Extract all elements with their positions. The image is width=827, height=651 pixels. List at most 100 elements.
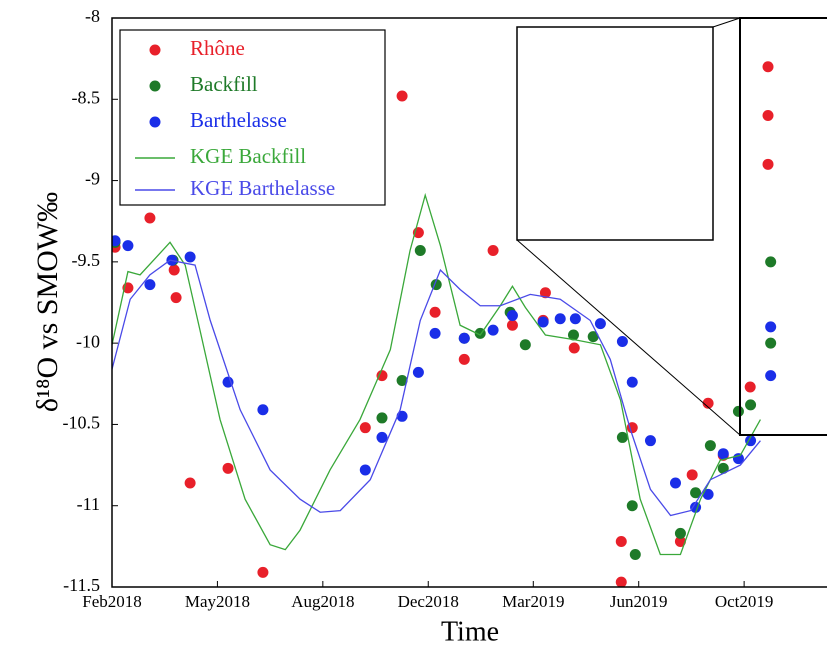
zoom-connector bbox=[516, 239, 741, 436]
point bbox=[429, 306, 441, 318]
point bbox=[429, 327, 441, 339]
point bbox=[626, 376, 638, 388]
point bbox=[745, 435, 757, 447]
point bbox=[376, 370, 388, 382]
y-tick-label: -10.5 bbox=[63, 413, 101, 433]
point bbox=[487, 244, 499, 256]
y-tick-label: -9 bbox=[85, 169, 100, 189]
x-tick-label: Mar2019 bbox=[502, 592, 564, 611]
point bbox=[744, 381, 756, 393]
point bbox=[257, 566, 269, 578]
point bbox=[506, 319, 518, 331]
point bbox=[122, 240, 134, 252]
y-tick-label: -9.5 bbox=[72, 250, 101, 270]
point bbox=[745, 399, 757, 411]
point bbox=[616, 431, 628, 443]
y-tick-label: -11.5 bbox=[63, 575, 100, 595]
y-tick-label: -10 bbox=[76, 331, 100, 351]
point bbox=[765, 337, 777, 349]
legend-marker bbox=[149, 80, 161, 92]
point bbox=[184, 477, 196, 489]
point bbox=[704, 440, 716, 452]
point bbox=[458, 332, 470, 344]
point bbox=[458, 353, 470, 365]
legend-label: Rhône bbox=[190, 36, 245, 60]
x-tick-label: Jun2019 bbox=[610, 592, 668, 611]
point bbox=[629, 548, 641, 560]
point bbox=[144, 212, 156, 224]
point bbox=[594, 318, 606, 330]
x-axis-label: Time bbox=[441, 616, 499, 647]
point bbox=[568, 342, 580, 354]
point bbox=[396, 410, 408, 422]
legend-box bbox=[119, 29, 386, 206]
point bbox=[537, 316, 549, 328]
point bbox=[414, 244, 426, 256]
line bbox=[112, 192, 761, 556]
point bbox=[765, 370, 777, 382]
legend-label: Backfill bbox=[190, 72, 258, 96]
point bbox=[554, 313, 566, 325]
point bbox=[686, 469, 698, 481]
point bbox=[765, 256, 777, 268]
point bbox=[626, 500, 638, 512]
point bbox=[690, 487, 702, 499]
point bbox=[376, 412, 388, 424]
point bbox=[732, 405, 744, 417]
point bbox=[170, 292, 182, 304]
legend-label: KGE Backfill bbox=[190, 144, 306, 168]
point bbox=[615, 535, 627, 547]
point bbox=[615, 576, 627, 587]
point bbox=[168, 264, 180, 276]
y-tick-label: -11 bbox=[77, 494, 100, 514]
point bbox=[396, 375, 408, 387]
plot-area bbox=[112, 61, 777, 587]
point bbox=[567, 329, 579, 341]
point bbox=[762, 61, 774, 73]
legend-label: KGE Barthelasse bbox=[190, 176, 335, 200]
point bbox=[144, 279, 156, 291]
point bbox=[519, 339, 531, 351]
x-tick-label: Aug2018 bbox=[291, 592, 354, 611]
point bbox=[506, 310, 518, 322]
inset-box bbox=[516, 26, 714, 241]
point bbox=[112, 235, 121, 247]
point bbox=[717, 462, 729, 474]
y-tick-label: -8 bbox=[85, 6, 100, 26]
point bbox=[359, 422, 371, 434]
x-tick-label: Feb2018 bbox=[82, 592, 142, 611]
point bbox=[762, 110, 774, 122]
plot-frame bbox=[111, 17, 827, 588]
point bbox=[674, 535, 686, 547]
point bbox=[487, 324, 499, 336]
x-tick-label: Oct2019 bbox=[715, 592, 774, 611]
point bbox=[702, 397, 714, 409]
point bbox=[587, 331, 599, 343]
point bbox=[669, 477, 681, 489]
y-tick-label: -8.5 bbox=[72, 87, 101, 107]
point bbox=[702, 488, 714, 500]
point bbox=[539, 287, 551, 299]
legend-label: Barthelasse bbox=[190, 108, 287, 132]
x-tick-label: Dec2018 bbox=[398, 592, 459, 611]
point bbox=[616, 336, 628, 348]
point bbox=[765, 321, 777, 333]
point bbox=[396, 90, 408, 102]
legend: Rhône Backfill Barthelasse KGE Backfill KGE … bbox=[135, 36, 335, 200]
point bbox=[376, 431, 388, 443]
point bbox=[222, 376, 234, 388]
point bbox=[674, 527, 686, 539]
legend-marker bbox=[149, 44, 161, 56]
point bbox=[359, 464, 371, 476]
point bbox=[184, 251, 196, 263]
point bbox=[644, 435, 656, 447]
legend-marker bbox=[149, 116, 161, 128]
line bbox=[112, 259, 761, 517]
point bbox=[569, 313, 581, 325]
point bbox=[257, 404, 269, 416]
point bbox=[762, 158, 774, 170]
x-tick-label: May2018 bbox=[185, 592, 250, 611]
point bbox=[222, 462, 234, 474]
point bbox=[717, 448, 729, 460]
